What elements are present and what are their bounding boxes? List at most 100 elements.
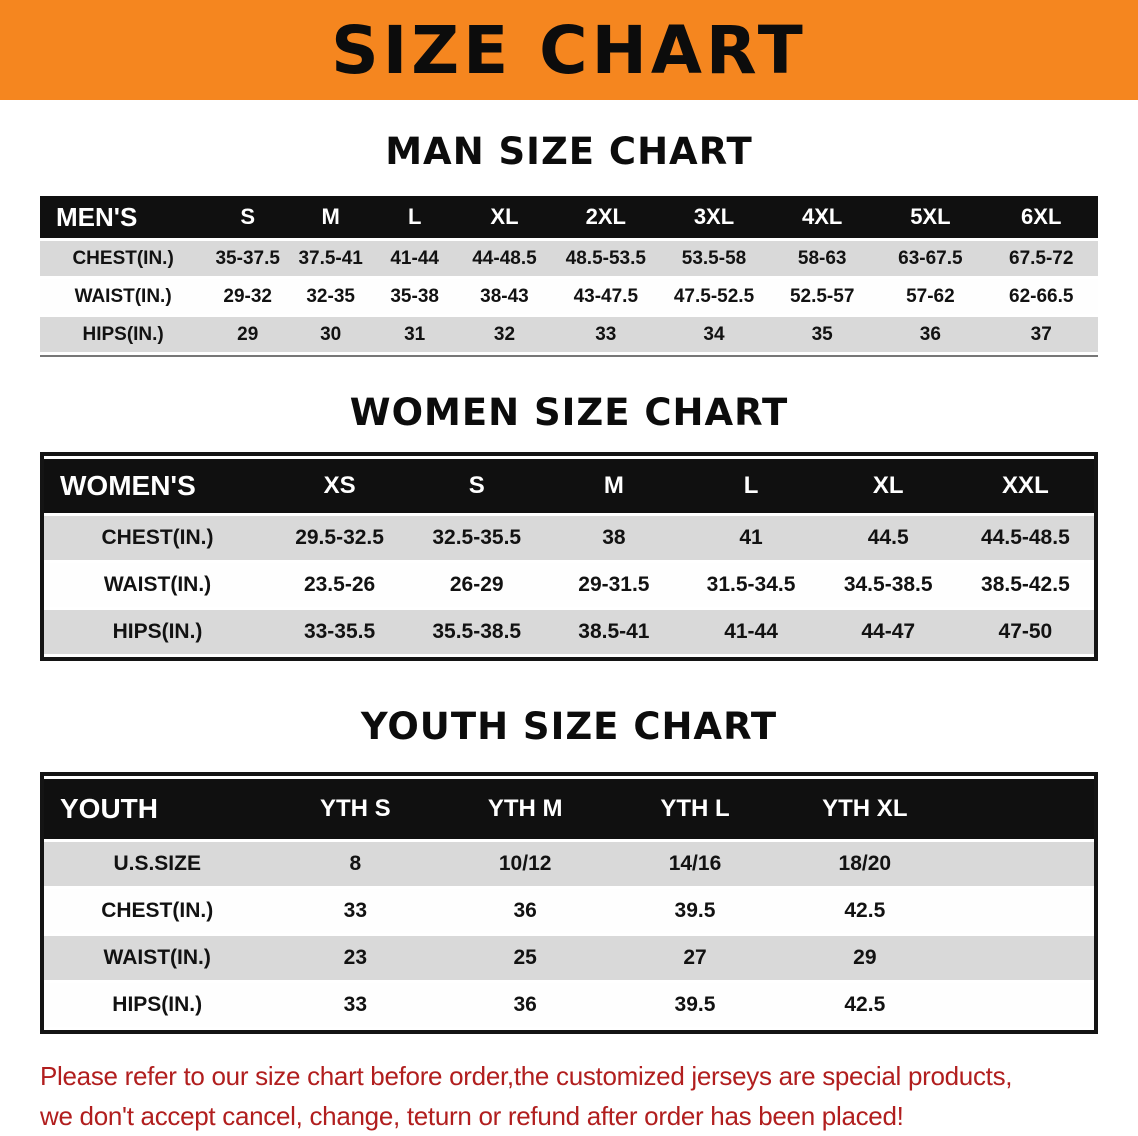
size-column-header: XS	[271, 459, 409, 513]
size-value-cell: 36	[876, 317, 985, 352]
table-header-row: MEN'S S M L XL 2XL 3XL 4XL 5XL 6XL	[40, 196, 1098, 238]
size-value-cell: 47-50	[956, 610, 1094, 654]
size-column-header: S	[206, 196, 290, 238]
measurement-label-cell: U.S.SIZE	[44, 842, 271, 886]
size-value-cell: 26-29	[408, 563, 546, 607]
size-value-cell: 32.5-35.5	[408, 516, 546, 560]
youth-section-heading: YOUTH SIZE CHART	[360, 705, 778, 748]
size-value-cell: 58-63	[768, 241, 877, 276]
table-title-cell: YOUTH	[44, 779, 271, 839]
size-value-cell: 44.5	[819, 516, 957, 560]
disclaimer: Please refer to our size chart before or…	[40, 1056, 1118, 1136]
size-value-cell: 39.5	[610, 889, 780, 933]
size-value-cell: 23.5-26	[271, 563, 409, 607]
size-value-cell: 43-47.5	[551, 279, 660, 314]
measurement-row: CHEST(IN.) 35-37.5 37.5-41 41-44 44-48.5 48.5…	[40, 241, 1098, 276]
size-value-cell: 34.5-38.5	[819, 563, 957, 607]
measurement-row: HIPS(IN.) 33 36 39.5 42.5	[44, 983, 1094, 1027]
disclaimer-line-2: we don't accept cancel, change, teturn o…	[40, 1101, 904, 1131]
measurement-label-cell: HIPS(IN.)	[40, 317, 207, 352]
measurement-row: HIPS(IN.) 33-35.5 35.5-38.5 38.5-41 41-44 44-…	[44, 610, 1094, 654]
size-value-cell: 37.5-41	[289, 241, 373, 276]
size-value-cell: 44-48.5	[457, 241, 552, 276]
size-value-cell: 31	[372, 317, 458, 352]
size-value-cell: 33	[551, 317, 660, 352]
size-column-header: XXL	[956, 459, 1094, 513]
measurement-label-cell: WAIST(IN.)	[44, 936, 271, 980]
women-size-chart-section: WOMEN SIZE CHART WOMEN'S XS S M L XL XXL CHEST(…	[0, 391, 1138, 661]
size-value-cell: 52.5-57	[768, 279, 877, 314]
measurement-label-cell: CHEST(IN.)	[44, 889, 271, 933]
size-column-header: 6XL	[984, 196, 1098, 238]
measurement-label-cell: CHEST(IN.)	[40, 241, 207, 276]
size-value-cell: 18/20	[779, 842, 950, 886]
size-column-header: 3XL	[659, 196, 769, 238]
size-value-cell: 25	[440, 936, 611, 980]
youth-size-chart-section: YOUTH SIZE CHART YOUTH YTH S YTH M YTH L YTH…	[0, 705, 1138, 1034]
size-value-cell: 47.5-52.5	[659, 279, 769, 314]
measurement-row: WAIST(IN.) 23.5-26 26-29 29-31.5 31.5-34.5 34…	[44, 563, 1094, 607]
measurement-row: WAIST(IN.) 23 25 27 29	[44, 936, 1094, 980]
size-value-cell: 37	[984, 317, 1098, 352]
filler-cell	[949, 779, 1094, 839]
size-value-cell: 31.5-34.5	[682, 563, 820, 607]
size-value-cell: 33	[270, 889, 441, 933]
size-value-cell: 29	[779, 936, 950, 980]
size-value-cell: 67.5-72	[984, 241, 1098, 276]
man-section-heading: MAN SIZE CHART	[385, 130, 753, 173]
measurement-row: CHEST(IN.) 33 36 39.5 42.5	[44, 889, 1094, 933]
size-value-cell: 35	[768, 317, 877, 352]
size-value-cell: 29-32	[206, 279, 290, 314]
size-value-cell: 35-37.5	[206, 241, 290, 276]
size-value-cell: 30	[289, 317, 373, 352]
size-value-cell: 63-67.5	[876, 241, 985, 276]
measurement-label-cell: WAIST(IN.)	[40, 279, 207, 314]
size-value-cell: 57-62	[876, 279, 985, 314]
size-value-cell: 10/12	[440, 842, 611, 886]
size-value-cell: 62-66.5	[984, 279, 1098, 314]
size-value-cell: 29-31.5	[545, 563, 683, 607]
size-value-cell: 32	[457, 317, 552, 352]
size-value-cell: 33-35.5	[271, 610, 409, 654]
men-size-table: MEN'S S M L XL 2XL 3XL 4XL 5XL 6XL CHEST(IN.) 35-37…	[40, 193, 1098, 357]
size-column-header: L	[682, 459, 820, 513]
size-column-header: M	[545, 459, 683, 513]
size-value-cell: 39.5	[610, 983, 780, 1027]
banner-title: SIZE CHART	[331, 11, 807, 89]
size-value-cell: 33	[270, 983, 441, 1027]
size-value-cell: 35.5-38.5	[408, 610, 546, 654]
size-value-cell: 38	[545, 516, 683, 560]
size-value-cell: 38.5-42.5	[956, 563, 1094, 607]
measurement-label-cell: HIPS(IN.)	[44, 983, 271, 1027]
filler-cell	[949, 983, 1094, 1027]
measurement-label-cell: WAIST(IN.)	[44, 563, 271, 607]
man-size-chart-section: MAN SIZE CHART MEN'S S M L XL 2XL 3XL 4XL 5XL 6XL…	[0, 130, 1138, 357]
table-header-row: WOMEN'S XS S M L XL XXL	[44, 459, 1094, 513]
youth-size-table: YOUTH YTH S YTH M YTH L YTH XL U.S.SIZE 8 10/12…	[40, 772, 1098, 1034]
size-value-cell: 38-43	[457, 279, 552, 314]
table-header-row: YOUTH YTH S YTH M YTH L YTH XL	[44, 779, 1094, 839]
size-value-cell: 38.5-41	[545, 610, 683, 654]
size-value-cell: 42.5	[779, 889, 950, 933]
size-column-header: 5XL	[876, 196, 985, 238]
disclaimer-line-1: Please refer to our size chart before or…	[40, 1061, 1013, 1091]
size-value-cell: 34	[659, 317, 769, 352]
table-title-cell: MEN'S	[40, 196, 207, 238]
size-value-cell: 53.5-58	[659, 241, 769, 276]
table-title-cell: WOMEN'S	[44, 459, 271, 513]
size-value-cell: 29.5-32.5	[271, 516, 409, 560]
size-column-header: XL	[457, 196, 552, 238]
size-column-header: S	[408, 459, 546, 513]
size-column-header: XL	[819, 459, 957, 513]
measurement-label-cell: CHEST(IN.)	[44, 516, 271, 560]
size-value-cell: 36	[440, 889, 611, 933]
women-section-heading: WOMEN SIZE CHART	[349, 391, 789, 434]
size-value-cell: 44-47	[819, 610, 957, 654]
measurement-row: HIPS(IN.) 29 30 31 32 33 34 35 36 37	[40, 317, 1098, 352]
size-value-cell: 44.5-48.5	[956, 516, 1094, 560]
measurement-row: CHEST(IN.) 29.5-32.5 32.5-35.5 38 41 44.5 44.5…	[44, 516, 1094, 560]
size-value-cell: 23	[270, 936, 441, 980]
size-column-header: YTH L	[610, 779, 780, 839]
size-column-header: M	[289, 196, 373, 238]
size-chart-banner: SIZE CHART	[0, 0, 1138, 100]
